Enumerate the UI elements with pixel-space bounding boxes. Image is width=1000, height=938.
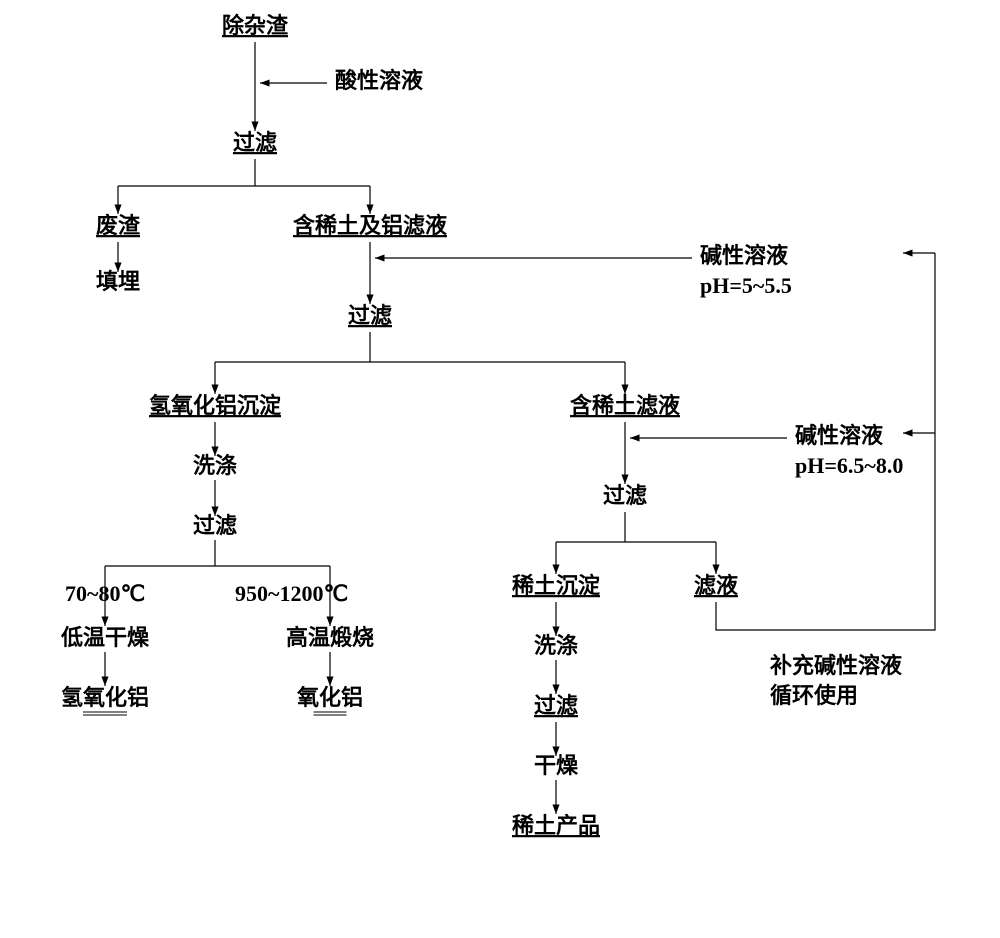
node-n_calc: 高温煅烧 (286, 625, 374, 650)
node-n_filter3: 过滤 (193, 513, 237, 538)
node-n_reppt: 稀土沉淀 (512, 573, 601, 598)
node-n_filter4: 过滤 (603, 483, 647, 508)
node-l_tempL: 70~80℃ (65, 581, 145, 606)
node-n_reAl: 含稀土及铝滤液 (293, 213, 447, 238)
node-n_al2o3: 氧化铝 (296, 685, 363, 710)
node-n_wash1: 洗涤 (193, 453, 237, 478)
node-n_slag: 除杂渣 (222, 13, 289, 38)
node-l_recycle1: 补充碱性溶液 (769, 653, 902, 678)
node-n_wash2: 洗涤 (534, 633, 578, 658)
node-n_refilt: 含稀土滤液 (570, 393, 680, 418)
node-l_acid: 酸性溶液 (335, 68, 423, 93)
node-n_filter2: 过滤 (348, 303, 392, 328)
node-n_waste: 废渣 (96, 213, 141, 238)
node-l_base2a: 碱性溶液 (795, 423, 883, 448)
node-n_aloh3: 氢氧化铝 (61, 685, 149, 710)
node-l_base2b: pH=6.5~8.0 (795, 453, 903, 478)
node-n_filter5: 过滤 (534, 693, 578, 718)
node-n_lowdry: 低温干燥 (60, 625, 150, 650)
node-l_tempR: 950~1200℃ (235, 581, 348, 606)
node-l_recycle2: 循环使用 (770, 683, 858, 708)
node-n_filtrate: 滤液 (694, 573, 738, 598)
node-l_base1b: pH=5~5.5 (700, 273, 792, 298)
node-n_dry2: 干燥 (534, 753, 579, 778)
node-n_reprod: 稀土产品 (512, 813, 600, 838)
node-n_landfill: 填埋 (96, 269, 140, 294)
node-n_filter1: 过滤 (233, 130, 277, 155)
node-l_base1a: 碱性溶液 (700, 243, 788, 268)
node-n_alohppt: 氢氧化铝沉淀 (149, 393, 282, 418)
